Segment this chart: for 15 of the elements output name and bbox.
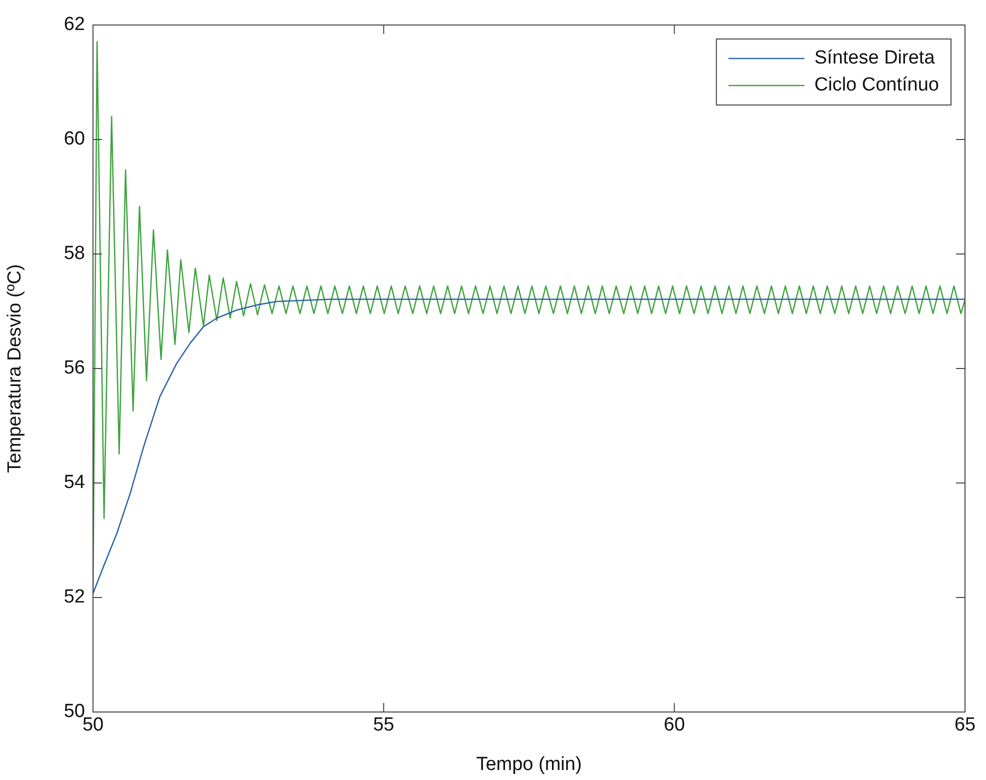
x-tick-label: 65 [954,714,976,736]
y-tick-label: 56 [64,358,85,379]
y-tick-label: 50 [64,701,85,722]
x-tick-label: 55 [373,714,394,736]
y-axis-title: Temperatura Desvio (ºC) [4,264,26,473]
y-tick-label: 58 [64,243,85,264]
legend-label: Síntese Direta [814,48,936,69]
x-tick-label: 60 [664,714,685,736]
y-tick-label: 54 [64,472,86,494]
y-tick-label: 62 [64,14,85,36]
y-tick-label: 60 [64,128,85,150]
y-tick-label: 52 [64,586,85,608]
x-tick-label: 50 [82,714,104,736]
x-axis-title: Tempo (min) [476,754,582,775]
legend-label: Ciclo Contínuo [814,74,939,96]
